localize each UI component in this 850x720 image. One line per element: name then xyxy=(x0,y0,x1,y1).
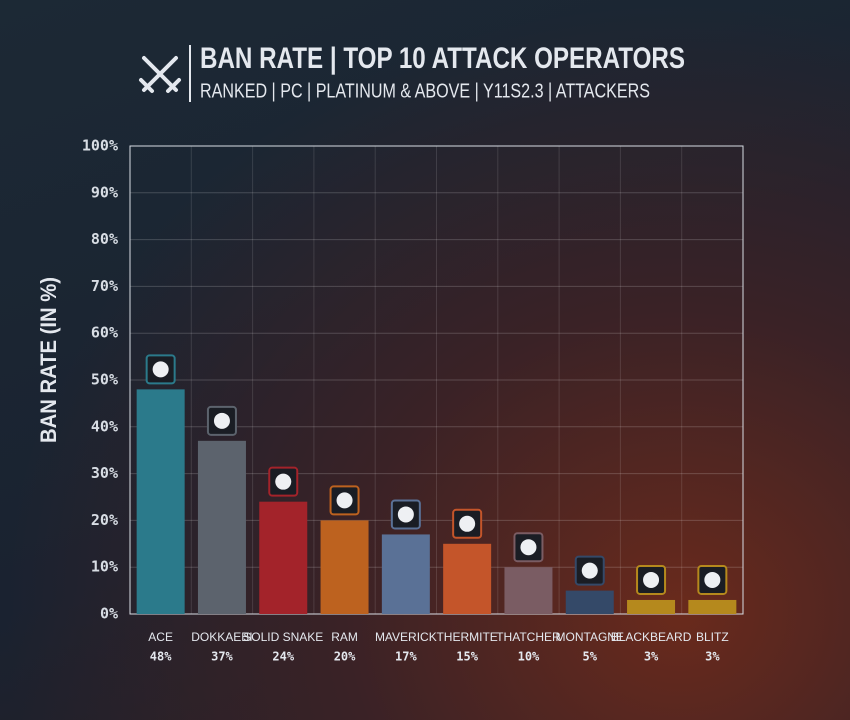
y-tick-label: 90% xyxy=(91,183,118,201)
operator-icon-glyph xyxy=(581,562,598,579)
x-tick-label: SOLID SNAKE xyxy=(243,630,323,644)
bar xyxy=(565,590,614,614)
operator-icon-glyph xyxy=(275,473,292,490)
x-tick-label: THERMITE xyxy=(436,630,497,644)
chart-title: BAN RATE | TOP 10 ATTACK OPERATORS xyxy=(200,42,685,75)
bar xyxy=(259,501,308,614)
x-tick-label: ACE xyxy=(148,630,173,644)
x-tick-label: THATCHER xyxy=(496,630,561,644)
value-label: 3% xyxy=(644,650,659,664)
bar xyxy=(627,599,676,614)
x-tick-label: DOKKAEBI xyxy=(191,630,252,644)
bar xyxy=(688,599,737,614)
y-axis-label: BAN RATE (IN %) xyxy=(36,277,61,443)
value-label: 3% xyxy=(705,650,720,664)
operator-icon-glyph xyxy=(152,361,169,378)
x-tick-label: MAVERICK xyxy=(375,630,437,644)
operator-icon-glyph xyxy=(459,515,476,532)
bar xyxy=(197,440,246,614)
value-label: 48% xyxy=(150,650,172,664)
value-label: 17% xyxy=(395,650,417,664)
title-icon xyxy=(139,56,181,93)
x-tick-label: BLACKBEARD xyxy=(611,630,692,644)
value-label: 20% xyxy=(334,650,356,664)
operator-icon-glyph xyxy=(336,492,353,509)
value-label: 37% xyxy=(211,650,233,664)
value-label: 10% xyxy=(518,650,540,664)
bar xyxy=(443,543,492,614)
value-label: 15% xyxy=(456,650,478,664)
y-tick-label: 50% xyxy=(91,371,118,389)
operator-icon-glyph xyxy=(643,571,660,588)
y-tick-label: 20% xyxy=(91,511,118,529)
y-tick-label: 10% xyxy=(91,558,118,576)
x-tick-label: BLITZ xyxy=(696,630,729,644)
y-tick-label: 60% xyxy=(91,324,118,342)
bar xyxy=(504,567,553,614)
value-label: 5% xyxy=(583,650,598,664)
chart-subtitle: RANKED | PC | PLATINUM & ABOVE | Y11S2.3… xyxy=(200,80,650,102)
plot-border xyxy=(129,145,744,615)
operator-icon-glyph xyxy=(704,571,721,588)
operator-icon-glyph xyxy=(213,412,230,429)
y-tick-label: 80% xyxy=(91,230,118,248)
bar xyxy=(136,389,185,614)
operator-icon-glyph xyxy=(520,539,537,556)
y-tick-label: 40% xyxy=(91,417,118,435)
y-tick-label: 70% xyxy=(91,277,118,295)
bar xyxy=(320,520,369,614)
value-label: 24% xyxy=(272,650,294,664)
x-tick-label: RAM xyxy=(331,630,358,644)
y-tick-label: 100% xyxy=(82,137,118,155)
y-tick-label: 30% xyxy=(91,464,118,482)
y-tick-label: 0% xyxy=(100,605,118,623)
operator-icon-glyph xyxy=(397,506,414,523)
x-tick-label: MONTAGNE xyxy=(556,630,624,644)
bar xyxy=(381,534,430,614)
